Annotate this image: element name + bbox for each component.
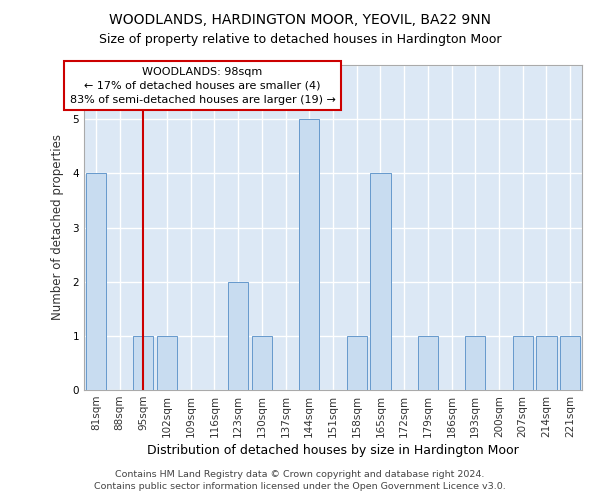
Text: WOODLANDS, HARDINGTON MOOR, YEOVIL, BA22 9NN: WOODLANDS, HARDINGTON MOOR, YEOVIL, BA22… <box>109 12 491 26</box>
Text: Contains public sector information licensed under the Open Government Licence v3: Contains public sector information licen… <box>94 482 506 491</box>
Bar <box>299 119 319 390</box>
Bar <box>86 174 106 390</box>
Bar <box>418 336 438 390</box>
Bar <box>512 336 533 390</box>
Text: WOODLANDS: 98sqm
← 17% of detached houses are smaller (4)
83% of semi-detached h: WOODLANDS: 98sqm ← 17% of detached house… <box>70 66 335 104</box>
Y-axis label: Number of detached properties: Number of detached properties <box>51 134 64 320</box>
Bar <box>536 336 557 390</box>
Bar <box>252 336 272 390</box>
Text: Contains HM Land Registry data © Crown copyright and database right 2024.: Contains HM Land Registry data © Crown c… <box>115 470 485 479</box>
Bar <box>560 336 580 390</box>
Bar <box>465 336 485 390</box>
Bar <box>157 336 177 390</box>
X-axis label: Distribution of detached houses by size in Hardington Moor: Distribution of detached houses by size … <box>147 444 519 457</box>
Bar <box>370 174 391 390</box>
Bar <box>347 336 367 390</box>
Bar <box>133 336 154 390</box>
Text: Size of property relative to detached houses in Hardington Moor: Size of property relative to detached ho… <box>99 32 501 46</box>
Bar <box>228 282 248 390</box>
